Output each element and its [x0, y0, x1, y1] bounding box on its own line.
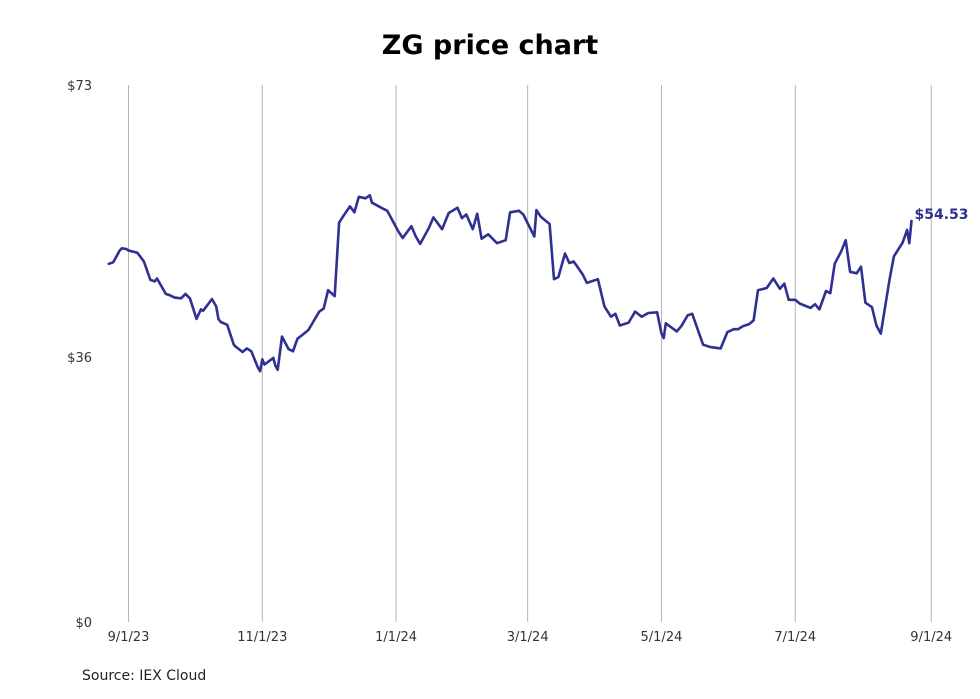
x-tick-label: 1/1/24 — [375, 630, 417, 645]
x-tick-label: 7/1/24 — [774, 630, 816, 645]
x-tick-label: 11/1/23 — [237, 630, 287, 645]
y-axis-ticks: $0 $36 $73 — [67, 79, 92, 631]
source-note: Source: IEX Cloud — [82, 668, 207, 684]
y-tick-label: $73 — [67, 79, 92, 94]
y-tick-label: $36 — [67, 351, 92, 366]
x-tick-label: 9/1/23 — [108, 630, 150, 645]
vertical-gridlines — [128, 85, 932, 622]
x-tick-label: 5/1/24 — [641, 630, 683, 645]
y-tick-label: $0 — [75, 616, 92, 631]
x-tick-label: 3/1/24 — [507, 630, 549, 645]
price-series-line — [107, 194, 913, 373]
x-axis-ticks: 9/1/23 11/1/23 1/1/24 3/1/24 5/1/24 7/1/24 9/1… — [108, 630, 953, 645]
x-tick-label: 9/1/24 — [910, 630, 952, 645]
last-price-label: $54.53 — [914, 207, 968, 223]
chart-title: ZG price chart — [381, 30, 599, 61]
